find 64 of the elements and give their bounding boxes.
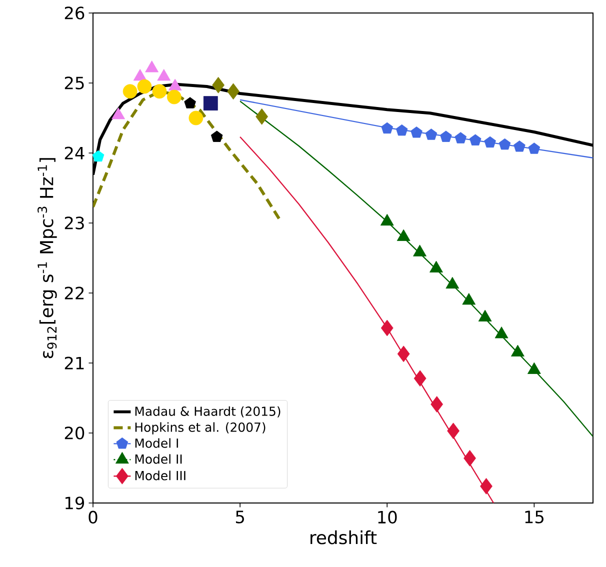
point (430, 396, 444, 412)
y-tick-label: 25 (64, 76, 84, 90)
point (380, 320, 394, 336)
point (528, 142, 540, 154)
legend-label: Model III (135, 470, 186, 480)
point (397, 346, 410, 362)
point (454, 132, 467, 144)
point (145, 60, 159, 72)
legend-label: Model I (135, 438, 178, 448)
point (256, 108, 268, 125)
point (92, 150, 104, 162)
point (511, 344, 524, 356)
point (168, 78, 182, 90)
point (462, 293, 476, 305)
point (133, 68, 147, 81)
point (446, 276, 460, 289)
point (137, 79, 152, 94)
y-tick-label: 26 (64, 6, 84, 20)
point (381, 122, 394, 134)
point (498, 138, 511, 150)
point (478, 310, 492, 322)
y-tick-label: 19 (66, 496, 84, 510)
point (464, 450, 476, 466)
point (469, 134, 482, 146)
point (188, 110, 204, 126)
point (514, 140, 526, 152)
point (112, 107, 125, 120)
point (152, 84, 167, 99)
point (212, 76, 224, 94)
point (425, 128, 438, 140)
y-tick-label: 21 (64, 356, 84, 370)
x-axis-title: redshift (310, 530, 377, 544)
point (380, 214, 394, 226)
x-tick-label: 10 (378, 510, 397, 524)
y-tick-label: 23 (64, 216, 84, 230)
y-tick-label: 20 (64, 426, 84, 440)
point (527, 362, 541, 374)
x-tick-label: 15 (525, 510, 544, 524)
point (430, 260, 443, 272)
point (410, 126, 422, 138)
point (203, 96, 218, 110)
point (157, 68, 171, 81)
point (396, 124, 408, 136)
point (396, 229, 410, 241)
point (484, 136, 496, 148)
point (440, 130, 452, 142)
point (166, 90, 182, 104)
point (480, 478, 492, 494)
x-tick-label: 5 (236, 510, 244, 524)
point (122, 84, 138, 99)
point (184, 97, 196, 108)
y-tick-label: 24 (64, 146, 84, 160)
x-tick-label: 0 (88, 510, 98, 524)
point (210, 130, 223, 142)
y-tick-label: 22 (64, 286, 84, 300)
legend-label: Hopkins et al. (2007) (135, 422, 266, 434)
point (494, 326, 508, 338)
legend-label: Model II (135, 454, 182, 464)
point (414, 370, 426, 387)
point (447, 422, 460, 440)
text: ε$_{912}$[erg s$^{-1}$ Mpc$^{-3}$ Hz$^{-1}$] (38, 158, 57, 358)
point (413, 244, 426, 256)
legend-label: Madau & Haardt (2015) (135, 406, 280, 418)
point (227, 83, 240, 100)
